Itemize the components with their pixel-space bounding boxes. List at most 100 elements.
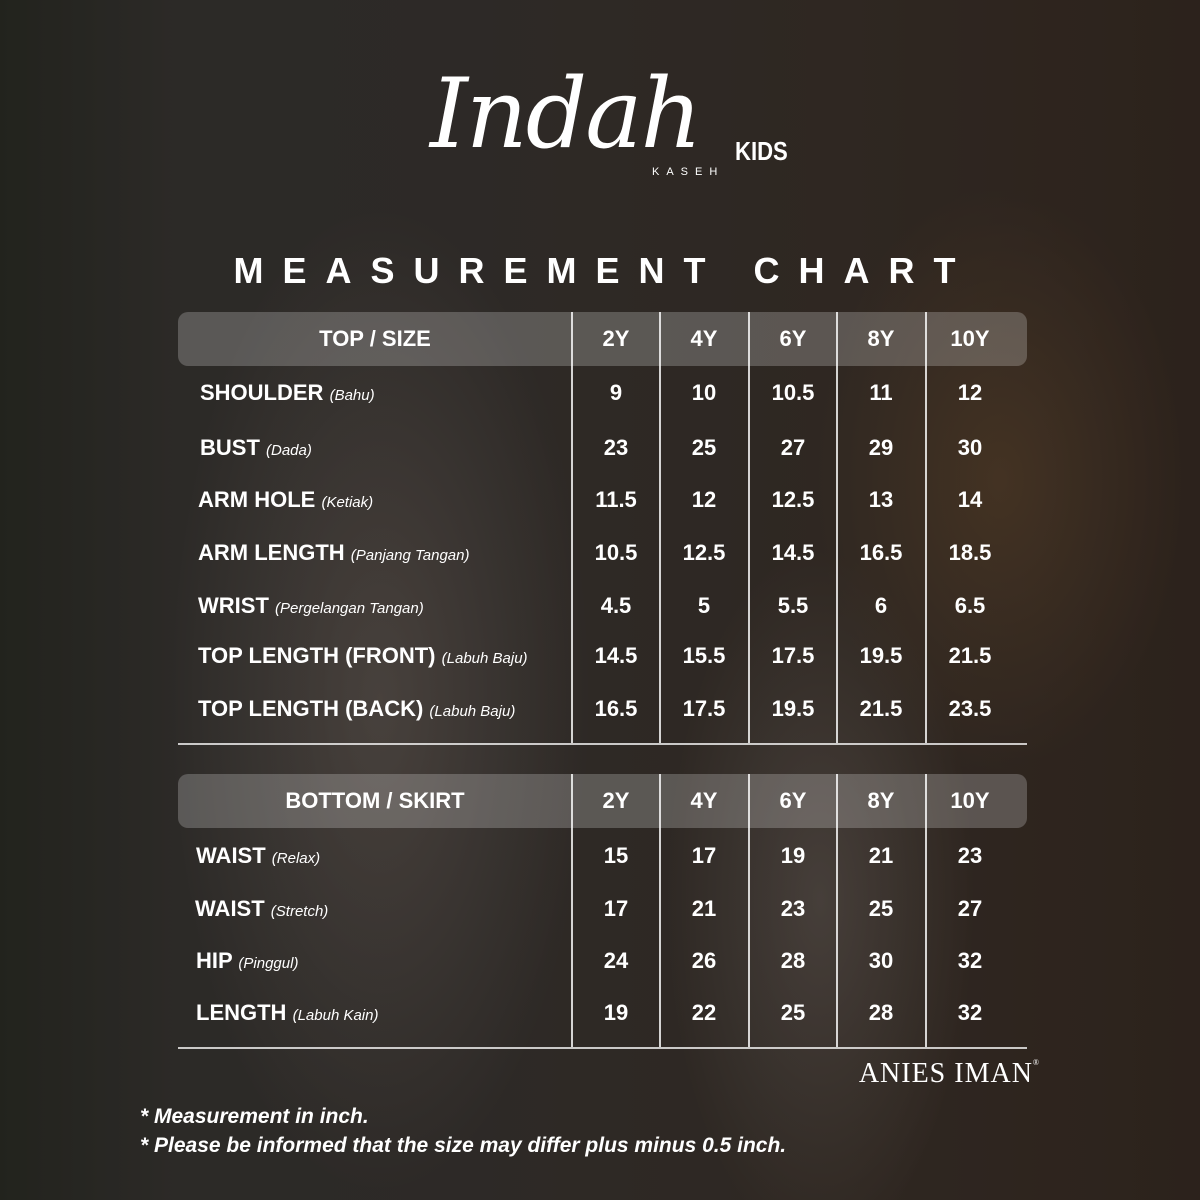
- value-cell: 21: [868, 843, 894, 868]
- value-cell: 12: [691, 487, 717, 512]
- value-cell: 29: [868, 435, 894, 460]
- value-cell: 19: [780, 843, 806, 868]
- bottom-column-divider: [659, 774, 661, 1047]
- value-cell: 12.5: [771, 487, 815, 512]
- value-cell: 30: [957, 435, 983, 460]
- logo-kids: KIDS: [735, 136, 788, 166]
- value-cell: 10.5: [771, 380, 815, 405]
- row-label: HIP (Pinggul): [196, 946, 298, 979]
- measure-translation: (Labuh Kain): [292, 1007, 379, 1024]
- value-cell: 6.5: [954, 593, 986, 618]
- value-cell: 18.5: [948, 540, 992, 565]
- bottom-bottom-rule: [178, 1047, 1027, 1049]
- measure-name: WRIST: [198, 593, 269, 618]
- value-cell: 5.5: [777, 593, 809, 618]
- value-cell: 23: [603, 435, 629, 460]
- row-label: SHOULDER (Bahu): [200, 378, 375, 411]
- registered-mark: ®: [1032, 1058, 1040, 1067]
- measure-translation: (Panjang Tangan): [350, 547, 470, 564]
- measure-translation: (Dada): [266, 442, 312, 459]
- value-cell: 16.5: [594, 696, 638, 721]
- value-cell: 15.5: [682, 643, 726, 668]
- measure-name: SHOULDER: [200, 380, 324, 405]
- measure-translation: (Pinggul): [238, 955, 299, 972]
- size-header-10Y: 10Y: [950, 326, 990, 351]
- value-cell: 17.5: [771, 643, 815, 668]
- value-cell: 6: [874, 593, 888, 618]
- value-cell: 11: [869, 380, 893, 405]
- size-header-2Y: 2Y: [602, 788, 630, 813]
- bottom-table-row: WAIST (Stretch) 17 21 23 25 27: [0, 894, 1200, 924]
- measure-name: HIP: [196, 948, 233, 973]
- value-cell: 10.5: [594, 540, 638, 565]
- measure-name: TOP LENGTH (FRONT): [198, 643, 436, 668]
- value-cell: 25: [780, 1000, 806, 1025]
- top-table-row: SHOULDER (Bahu) 9 10 10.5 11 12: [0, 378, 1200, 408]
- measure-translation: (Bahu): [329, 387, 375, 404]
- value-cell: 10: [691, 380, 717, 405]
- value-cell: 23: [957, 843, 983, 868]
- bottom-table-row: HIP (Pinggul) 24 26 28 30 32: [0, 946, 1200, 976]
- logo-script: Indah: [430, 58, 702, 170]
- bottom-header-bar: [178, 774, 1027, 828]
- size-header-8Y: 8Y: [867, 326, 895, 351]
- row-label: ARM HOLE (Ketiak): [198, 485, 373, 518]
- bottom-header-row: BOTTOM / SKIRT 2Y 4Y 6Y 8Y 10Y: [0, 786, 1200, 816]
- measure-name: ARM LENGTH: [198, 540, 345, 565]
- top-header-row: TOP / SIZE 2Y 4Y 6Y 8Y 10Y: [0, 324, 1200, 354]
- measure-translation: (Labuh Baju): [441, 650, 528, 667]
- top-column-divider: [659, 312, 661, 743]
- measure-name: LENGTH: [196, 1000, 287, 1025]
- measure-name: WAIST: [196, 843, 266, 868]
- value-cell: 24: [603, 948, 629, 973]
- size-header-8Y: 8Y: [867, 788, 895, 813]
- row-label: LENGTH (Labuh Kain): [196, 998, 378, 1031]
- measure-translation: (Ketiak): [321, 494, 374, 511]
- top-table-row: ARM HOLE (Ketiak) 11.5 12 12.5 13 14: [0, 485, 1200, 515]
- size-header-6Y: 6Y: [779, 788, 807, 813]
- value-cell: 19.5: [859, 643, 903, 668]
- measure-translation: (Relax): [271, 850, 321, 867]
- note-tolerance: * Please be informed that the size may d…: [140, 1134, 787, 1157]
- value-cell: 17.5: [682, 696, 726, 721]
- value-cell: 32: [957, 948, 983, 973]
- measure-translation: (Stretch): [270, 903, 329, 920]
- value-cell: 17: [603, 896, 629, 921]
- bottom-table-row: WAIST (Relax) 15 17 19 21 23: [0, 841, 1200, 871]
- top-column-divider: [925, 312, 927, 743]
- row-label: WAIST (Stretch): [195, 894, 328, 927]
- value-cell: 11.5: [595, 487, 637, 512]
- row-label: WRIST (Pergelangan Tangan): [198, 591, 424, 624]
- value-cell: 25: [691, 435, 717, 460]
- size-header-10Y: 10Y: [950, 788, 990, 813]
- size-header-4Y: 4Y: [690, 788, 718, 813]
- value-cell: 28: [868, 1000, 894, 1025]
- measure-name: BUST: [200, 435, 260, 460]
- page-title: MEASUREMENT CHART: [233, 250, 975, 291]
- value-cell: 32: [957, 1000, 983, 1025]
- bottom-column-divider: [571, 774, 573, 1047]
- value-cell: 19.5: [771, 696, 815, 721]
- value-cell: 22: [691, 1000, 717, 1025]
- value-cell: 14: [957, 487, 983, 512]
- top-header-label: TOP / SIZE: [319, 326, 431, 351]
- brand-logo: ANIES IMAN®: [859, 1058, 1040, 1090]
- measure-name: TOP LENGTH (BACK): [198, 696, 424, 721]
- top-table-row: TOP LENGTH (FRONT) (Labuh Baju) 14.5 15.5 1…: [0, 641, 1200, 671]
- top-table-row: BUST (Dada) 23 25 27 29 30: [0, 433, 1200, 463]
- top-bottom-rule: [178, 743, 1027, 745]
- value-cell: 15: [603, 843, 629, 868]
- indah-kids-logo: Indah KIDS KASEH: [430, 58, 790, 188]
- size-header-2Y: 2Y: [602, 326, 630, 351]
- row-label: BUST (Dada): [200, 433, 312, 466]
- measure-translation: (Labuh Baju): [429, 703, 516, 720]
- size-header-6Y: 6Y: [779, 326, 807, 351]
- top-column-divider: [748, 312, 750, 743]
- brand-name: ANIES IMAN: [858, 1058, 1033, 1089]
- top-column-divider: [571, 312, 573, 743]
- row-label: TOP LENGTH (FRONT) (Labuh Baju): [198, 641, 528, 674]
- value-cell: 19: [603, 1000, 629, 1025]
- value-cell: 21.5: [948, 643, 992, 668]
- measure-name: ARM HOLE: [198, 487, 316, 512]
- value-cell: 21.5: [859, 696, 903, 721]
